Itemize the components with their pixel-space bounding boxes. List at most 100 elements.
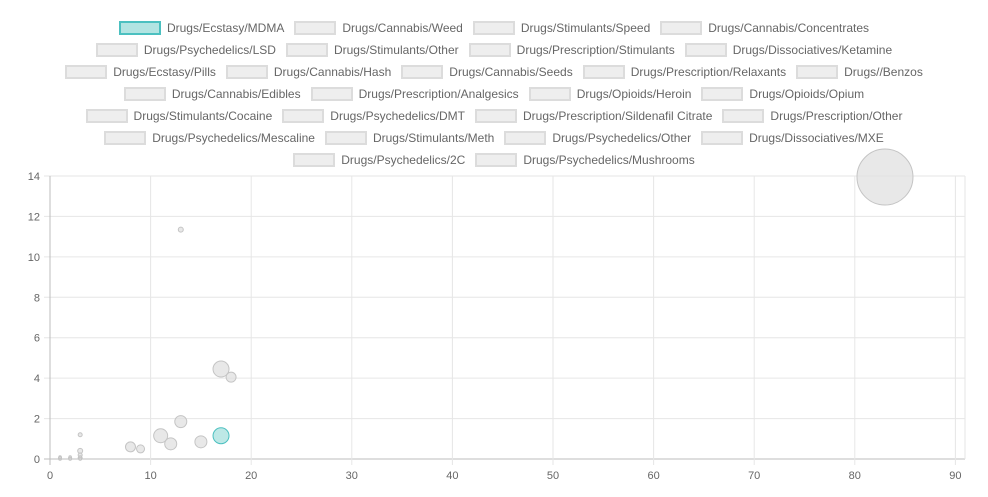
legend-item[interactable]: Drugs/Cannabis/Concentrates: [660, 21, 869, 35]
x-tick-label: 20: [245, 470, 257, 482]
y-tick-label: 6: [34, 333, 40, 345]
legend-label: Drugs/Dissociatives/Ketamine: [732, 43, 893, 57]
legend-swatch: [468, 43, 511, 57]
legend-item[interactable]: Drugs/Prescription/Relaxants: [582, 65, 787, 79]
data-bubble: [58, 455, 62, 460]
legend-item[interactable]: Drugs/Psychedelics/Mescaline: [104, 131, 315, 145]
y-tick-label: 10: [28, 252, 40, 264]
legend-swatch: [225, 65, 268, 79]
data-bubble: [136, 444, 146, 454]
legend-label: Drugs/Cannabis/Edibles: [171, 87, 301, 101]
legend-label: Drugs/Psychedelics/LSD: [143, 43, 276, 57]
legend-label: Drugs/Prescription/Other: [770, 109, 903, 123]
legend-swatch: [65, 65, 108, 79]
legend-item[interactable]: Drugs/Psychedelics/2C: [293, 153, 465, 167]
legend-label: Drugs/Prescription/Sildenafil Citrate: [522, 109, 713, 123]
data-bubble: [68, 457, 72, 461]
legend-label: Drugs//Benzos: [844, 65, 923, 79]
legend-item[interactable]: Drugs/Dissociatives/MXE: [701, 131, 884, 145]
legend-swatch: [85, 109, 128, 123]
legend-swatch: [684, 43, 727, 57]
legend-swatch: [293, 153, 336, 167]
data-bubble: [225, 371, 237, 383]
legend-label: Drugs/Opioids/Opium: [749, 87, 865, 101]
x-tick-label: 10: [144, 470, 156, 482]
legend-swatch: [474, 109, 517, 123]
legend-swatch: [324, 131, 367, 145]
y-tick-label: 8: [34, 292, 40, 304]
legend-label: Drugs/Prescription/Analgesics: [358, 87, 519, 101]
legend-label: Drugs/Opioids/Heroin: [576, 87, 692, 101]
x-tick-label: 30: [346, 470, 358, 482]
legend-label: Drugs/Psychedelics/2C: [341, 153, 466, 167]
data-bubble: [124, 441, 136, 453]
legend-item[interactable]: Drugs/Opioids/Opium: [701, 87, 864, 101]
legend-swatch: [472, 21, 515, 35]
legend-item[interactable]: Drugs//Benzos: [796, 65, 923, 79]
legend-label: Drugs/Stimulants/Speed: [520, 21, 651, 35]
x-tick-label: 60: [647, 470, 659, 482]
legend-item[interactable]: Drugs/Ecstasy/MDMA: [118, 21, 285, 35]
y-tick-label: 14: [28, 171, 40, 183]
data-bubble: [856, 148, 914, 206]
legend-label: Drugs/Cannabis/Concentrates: [708, 21, 870, 35]
legend-label: Drugs/Stimulants/Meth: [372, 131, 495, 145]
legend-swatch: [701, 131, 744, 145]
legend-item[interactable]: Drugs/Prescription/Sildenafil Citrate: [474, 109, 713, 123]
legend-label: Drugs/Prescription/Relaxants: [630, 65, 787, 79]
legend-item[interactable]: Drugs/Psychedelics/LSD: [95, 43, 276, 57]
legend-swatch: [504, 131, 547, 145]
legend-swatch: [701, 87, 744, 101]
legend-item[interactable]: Drugs/Prescription/Other: [722, 109, 902, 123]
legend-label: Drugs/Stimulants/Other: [333, 43, 459, 57]
legend-swatch: [310, 87, 353, 101]
data-bubble: [77, 432, 83, 438]
legend-item[interactable]: Drugs/Ecstasy/Pills: [65, 65, 216, 79]
legend-item[interactable]: Drugs/Cannabis/Seeds: [401, 65, 573, 79]
legend-item[interactable]: Drugs/Prescription/Analgesics: [310, 87, 519, 101]
legend-swatch: [401, 65, 444, 79]
y-tick-label: 12: [28, 211, 40, 223]
legend-label: Drugs/Psychedelics/DMT: [330, 109, 465, 123]
x-tick-label: 90: [949, 470, 961, 482]
legend-item[interactable]: Drugs/Cannabis/Hash: [225, 65, 391, 79]
x-tick-label: 40: [446, 470, 458, 482]
legend-item[interactable]: Drugs/Stimulants/Speed: [472, 21, 651, 35]
legend-item[interactable]: Drugs/Psychedelics/Mushrooms: [475, 153, 695, 167]
legend-label: Drugs/Psychedelics/Other: [552, 131, 692, 145]
legend-swatch: [294, 21, 337, 35]
legend-swatch: [796, 65, 839, 79]
x-tick-label: 50: [547, 470, 559, 482]
legend-item[interactable]: Drugs/Prescription/Stimulants: [468, 43, 675, 57]
legend-item[interactable]: Drugs/Dissociatives/Ketamine: [684, 43, 893, 57]
legend-item[interactable]: Drugs/Opioids/Heroin: [528, 87, 692, 101]
legend-swatch: [475, 153, 518, 167]
data-bubble: [78, 457, 82, 461]
y-tick-label: 2: [34, 414, 40, 426]
legend-item[interactable]: Drugs/Cannabis/Weed: [294, 21, 463, 35]
data-bubble: [212, 427, 230, 445]
x-tick-label: 0: [47, 470, 53, 482]
data-bubble: [194, 435, 208, 449]
legend-label: Drugs/Ecstasy/MDMA: [166, 21, 285, 35]
legend-label: Drugs/Ecstasy/Pills: [113, 65, 216, 79]
legend-swatch: [582, 65, 625, 79]
legend-item[interactable]: Drugs/Stimulants/Other: [285, 43, 459, 57]
legend-item[interactable]: Drugs/Stimulants/Meth: [324, 131, 495, 145]
legend-item[interactable]: Drugs/Psychedelics/Other: [504, 131, 691, 145]
legend-label: Drugs/Psychedelics/Mescaline: [152, 131, 315, 145]
legend-label: Drugs/Psychedelics/Mushrooms: [523, 153, 695, 167]
legend-label: Drugs/Cannabis/Seeds: [449, 65, 573, 79]
legend-item[interactable]: Drugs/Cannabis/Edibles: [123, 87, 301, 101]
legend-swatch: [660, 21, 703, 35]
legend-item[interactable]: Drugs/Psychedelics/DMT: [282, 109, 465, 123]
data-bubble: [174, 415, 188, 429]
data-bubble: [212, 360, 230, 378]
legend-swatch: [123, 87, 166, 101]
data-bubble: [153, 428, 169, 444]
x-tick-label: 70: [748, 470, 760, 482]
y-tick-label: 4: [34, 373, 40, 385]
legend-item[interactable]: Drugs/Stimulants/Cocaine: [85, 109, 272, 123]
legend-swatch: [285, 43, 328, 57]
